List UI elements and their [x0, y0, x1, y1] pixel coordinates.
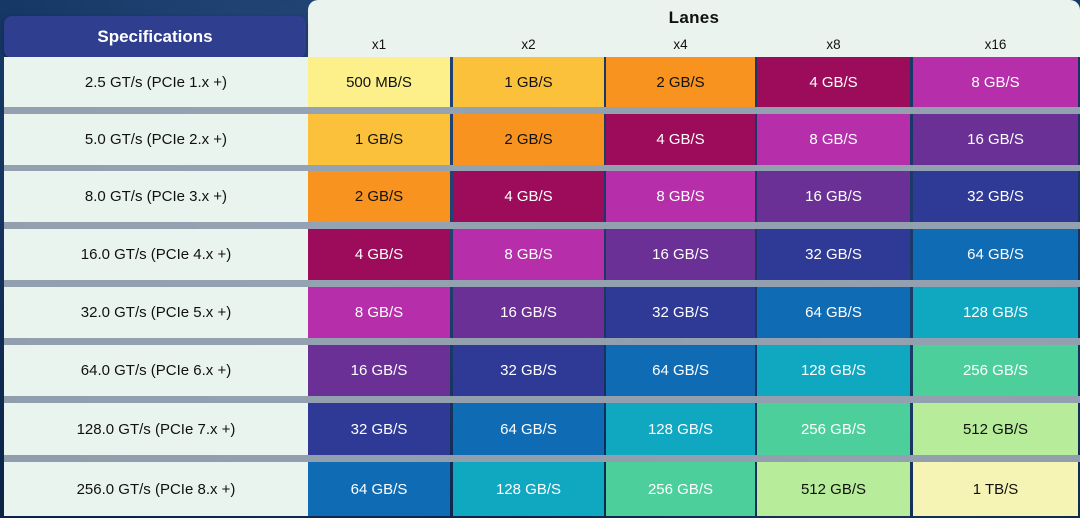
row-divider — [4, 396, 1080, 403]
bandwidth-cell: 32 GB/S — [913, 171, 1078, 222]
row-divider — [4, 338, 1080, 345]
bandwidth-cell: 256 GB/S — [606, 462, 755, 516]
bandwidth-cell: 8 GB/S — [308, 287, 450, 338]
bandwidth-cell: 64 GB/S — [757, 287, 910, 338]
bandwidth-cell: 64 GB/S — [913, 229, 1078, 280]
row-divider — [4, 107, 1080, 114]
bandwidth-cell: 4 GB/S — [308, 229, 450, 280]
spec-label: 128.0 GT/s (PCIe 7.x +) — [4, 403, 308, 455]
bandwidth-cell: 4 GB/S — [606, 114, 755, 165]
lane-header-x1: x1 — [371, 37, 387, 52]
bandwidth-cell: 512 GB/S — [913, 403, 1078, 455]
bandwidth-cell: 128 GB/S — [913, 287, 1078, 338]
bandwidth-cell: 32 GB/S — [606, 287, 755, 338]
row-divider — [4, 280, 1080, 287]
bandwidth-cell: 500 MB/S — [308, 57, 450, 107]
lane-header-x16: x16 — [984, 37, 1007, 52]
spec-label: 2.5 GT/s (PCIe 1.x +) — [4, 57, 308, 107]
bandwidth-cell: 128 GB/S — [757, 345, 910, 396]
bandwidth-cell: 4 GB/S — [453, 171, 604, 222]
bandwidth-cell: 512 GB/S — [757, 462, 910, 516]
bandwidth-cell: 2 GB/S — [308, 171, 450, 222]
bandwidth-cell: 256 GB/S — [757, 403, 910, 455]
bandwidth-cell: 128 GB/S — [453, 462, 604, 516]
row-divider — [4, 165, 1080, 171]
bandwidth-cell: 64 GB/S — [453, 403, 604, 455]
bandwidth-cell: 32 GB/S — [757, 229, 910, 280]
bandwidth-cell: 32 GB/S — [308, 403, 450, 455]
bandwidth-cell: 16 GB/S — [453, 287, 604, 338]
bandwidth-cell: 16 GB/S — [606, 229, 755, 280]
bandwidth-cell: 1 TB/S — [913, 462, 1078, 516]
bandwidth-cell: 32 GB/S — [453, 345, 604, 396]
spec-label: 256.0 GT/s (PCIe 8.x +) — [4, 462, 308, 516]
row-divider — [4, 222, 1080, 229]
lane-header-x4: x4 — [673, 37, 688, 52]
spec-label: 5.0 GT/s (PCIe 2.x +) — [4, 114, 308, 165]
bandwidth-cell: 64 GB/S — [308, 462, 450, 516]
bandwidth-cell: 2 GB/S — [606, 57, 755, 107]
specifications-header: Specifications — [4, 16, 306, 58]
bandwidth-cell: 8 GB/S — [757, 114, 910, 165]
bandwidth-cell: 8 GB/S — [606, 171, 755, 222]
row-divider — [4, 455, 1080, 462]
bandwidth-cell: 16 GB/S — [308, 345, 450, 396]
bandwidth-cell: 16 GB/S — [757, 171, 910, 222]
spec-label: 64.0 GT/s (PCIe 6.x +) — [4, 345, 308, 396]
bandwidth-cell: 16 GB/S — [913, 114, 1078, 165]
lanes-header-panel — [308, 0, 1080, 57]
spec-label: 32.0 GT/s (PCIe 5.x +) — [4, 287, 308, 338]
lanes-title: Lanes — [668, 8, 720, 27]
bandwidth-cell: 8 GB/S — [913, 57, 1078, 107]
lane-header-x8: x8 — [826, 37, 841, 52]
bandwidth-cell: 4 GB/S — [757, 57, 910, 107]
bandwidth-cell: 1 GB/S — [453, 57, 604, 107]
bandwidth-cell: 256 GB/S — [913, 345, 1078, 396]
bandwidth-cell: 1 GB/S — [308, 114, 450, 165]
bandwidth-cell: 8 GB/S — [453, 229, 604, 280]
spec-label: 8.0 GT/s (PCIe 3.x +) — [4, 171, 308, 222]
spec-label: 16.0 GT/s (PCIe 4.x +) — [4, 229, 308, 280]
bandwidth-cell: 2 GB/S — [453, 114, 604, 165]
bandwidth-cell: 64 GB/S — [606, 345, 755, 396]
lane-header-x2: x2 — [521, 37, 536, 52]
bandwidth-cell: 128 GB/S — [606, 403, 755, 455]
